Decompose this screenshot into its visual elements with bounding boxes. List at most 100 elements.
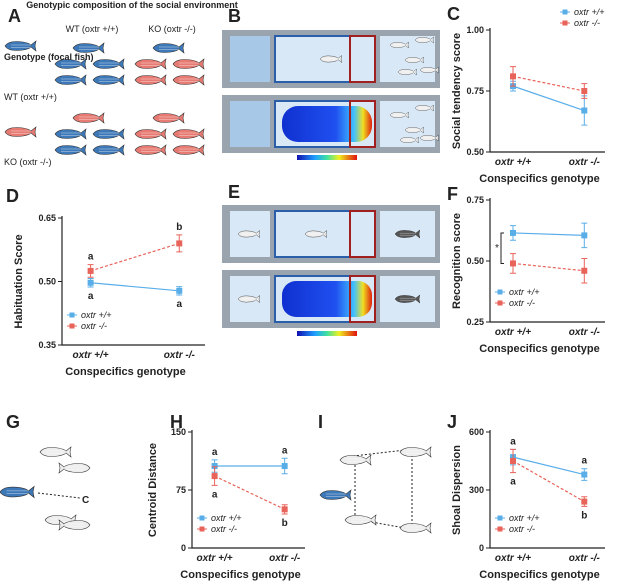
- data-point: [510, 458, 516, 464]
- point-label: a: [582, 456, 588, 467]
- fish: [237, 229, 261, 239]
- fish: [389, 111, 409, 119]
- y-tick-label: 0.50: [38, 277, 56, 287]
- fish-stripe: [141, 78, 161, 82]
- fish-stripe: [11, 44, 31, 48]
- x-tick-label: oxtr +/+: [495, 553, 531, 564]
- fish-body: [134, 58, 167, 70]
- point-label: a: [88, 291, 94, 302]
- panel-label: G: [6, 412, 20, 432]
- legend-marker: [497, 526, 503, 532]
- x-tick-label: oxtr +/+: [495, 327, 531, 338]
- fish-stripe: [64, 523, 84, 527]
- fish-body: [92, 128, 125, 140]
- y-tick-label: 0.65: [38, 213, 56, 223]
- fish: [394, 229, 421, 239]
- fish-body: [92, 74, 125, 86]
- fish-body: [394, 294, 421, 304]
- fish-body: [404, 126, 424, 134]
- series-line: [512, 232, 585, 236]
- panel-label: I: [318, 412, 323, 432]
- fish-body: [172, 74, 205, 86]
- fish-stripe: [64, 466, 84, 470]
- data-point: [510, 260, 516, 267]
- fish-stripe: [79, 46, 99, 50]
- significance-bracket: [500, 232, 504, 264]
- x-axis-label: Conspecifics genotype: [65, 366, 185, 378]
- fish-body: [319, 54, 343, 64]
- fish: [134, 128, 167, 140]
- fish-body: [134, 128, 167, 140]
- fish-body: [399, 522, 432, 534]
- data-point: [176, 287, 183, 294]
- fish-stripe: [61, 62, 81, 66]
- tank-diagram: [222, 205, 440, 336]
- fish-stripe: [399, 232, 416, 236]
- axis: [191, 430, 305, 549]
- point-label: a: [282, 445, 288, 456]
- fish-body: [414, 104, 434, 112]
- fish-body: [414, 36, 434, 44]
- fish-stripe: [179, 78, 199, 82]
- fish-stripe: [99, 78, 119, 82]
- fish-stripe: [408, 59, 421, 62]
- column-label: KO (oxtr -/-): [148, 24, 196, 34]
- series-line: [214, 475, 285, 510]
- fish-body: [58, 462, 91, 474]
- fish-stripe: [242, 233, 257, 236]
- fish-body: [419, 134, 439, 142]
- data-point: [581, 267, 588, 274]
- fish-stripe: [399, 297, 416, 301]
- fish: [172, 144, 205, 156]
- fish: [319, 489, 352, 501]
- legend-marker: [497, 289, 503, 295]
- fish-body: [399, 136, 419, 144]
- fish-body: [4, 40, 37, 52]
- y-tick-label: 0.25: [466, 317, 484, 327]
- series-line: [90, 242, 180, 272]
- fish-stripe: [418, 39, 431, 42]
- fish-body: [172, 128, 205, 140]
- series-line: [90, 282, 180, 292]
- fish: [172, 58, 205, 70]
- legend-marker: [562, 9, 568, 15]
- data-point: [581, 471, 588, 478]
- fish-stripe: [418, 107, 431, 110]
- legend-label: oxtr -/-: [574, 18, 600, 28]
- fish-body: [134, 74, 167, 86]
- fish-stripe: [159, 116, 179, 120]
- fish-body: [339, 454, 372, 466]
- y-tick-label: 0.50: [466, 147, 484, 157]
- centroid-line: [37, 492, 81, 499]
- fish-stripe: [141, 132, 161, 136]
- y-axis-label: Social tendency score: [451, 33, 463, 149]
- data-point: [581, 498, 588, 505]
- fish: [134, 58, 167, 70]
- fish-stripe: [179, 62, 199, 66]
- fish: [54, 128, 87, 140]
- fish: [92, 128, 125, 140]
- fish-stripe: [99, 148, 119, 152]
- significance-label: *: [495, 243, 499, 254]
- fish-body: [389, 111, 409, 119]
- fish-stripe: [346, 458, 366, 462]
- panel-label: D: [6, 186, 19, 206]
- legend-marker: [199, 526, 205, 532]
- fish: [399, 522, 432, 534]
- fish-stripe: [406, 450, 426, 454]
- fish: [344, 514, 377, 526]
- fish: [399, 446, 432, 458]
- fish-body: [134, 144, 167, 156]
- data-point: [281, 463, 288, 470]
- y-axis-label: Recognition score: [451, 213, 463, 309]
- fish-stripe: [46, 450, 66, 454]
- fish: [4, 40, 37, 52]
- fish: [152, 112, 185, 124]
- fish: [54, 144, 87, 156]
- y-tick-label: 0.50: [466, 256, 484, 266]
- y-axis-label: Habituation Score: [13, 234, 25, 328]
- legend-label: oxtr +/+: [211, 513, 242, 523]
- point-label: a: [88, 252, 94, 263]
- fish-body: [54, 58, 87, 70]
- fish-stripe: [393, 44, 406, 47]
